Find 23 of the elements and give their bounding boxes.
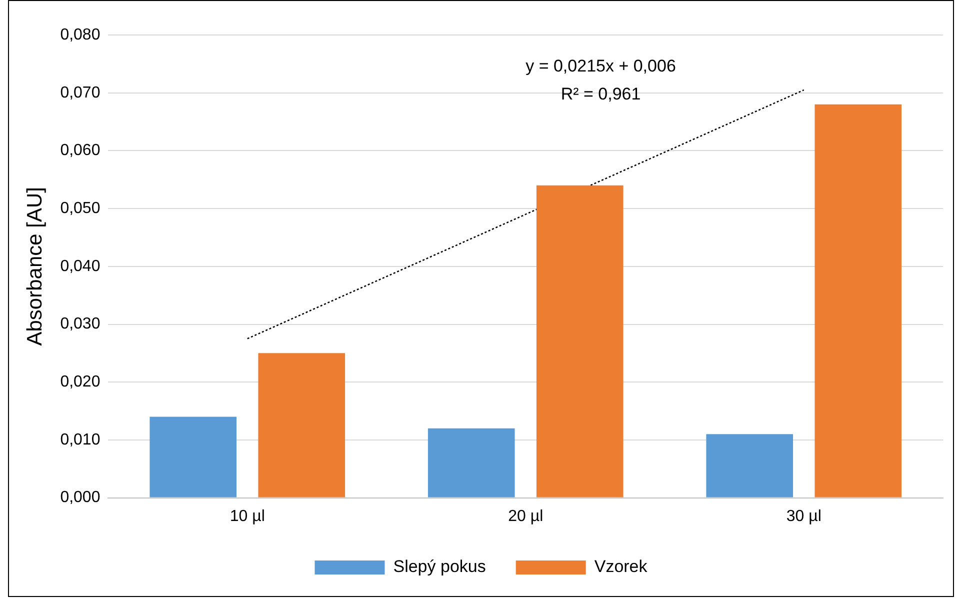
bar xyxy=(814,104,902,498)
annotation: y = 0,0215x + 0,006 xyxy=(526,56,676,76)
x-tick-label: 10 µl xyxy=(230,508,265,525)
bar xyxy=(258,353,346,498)
bar xyxy=(536,185,624,498)
bar xyxy=(706,434,794,498)
y-tick-label: 0,000 xyxy=(60,489,100,506)
bar xyxy=(150,416,237,498)
annotation: R² = 0,961 xyxy=(560,84,641,104)
y-tick-label: 0,080 xyxy=(60,26,100,44)
legend-label: Slepý pokus xyxy=(393,557,486,576)
y-tick-label: 0,050 xyxy=(60,200,100,217)
legend-label: Vzorek xyxy=(594,557,648,576)
y-tick-label: 0,030 xyxy=(60,316,100,333)
y-tick-label: 0,070 xyxy=(60,84,100,102)
y-axis-title: Absorbance [AU] xyxy=(23,187,46,346)
x-tick-label: 30 µl xyxy=(786,508,822,525)
bar xyxy=(428,428,515,498)
y-tick-label: 0,040 xyxy=(60,258,100,275)
y-tick-label: 0,020 xyxy=(60,374,100,391)
x-tick-label: 20 µl xyxy=(508,508,544,525)
y-tick-label: 0,060 xyxy=(60,142,100,160)
y-tick-label: 0,010 xyxy=(60,431,100,448)
